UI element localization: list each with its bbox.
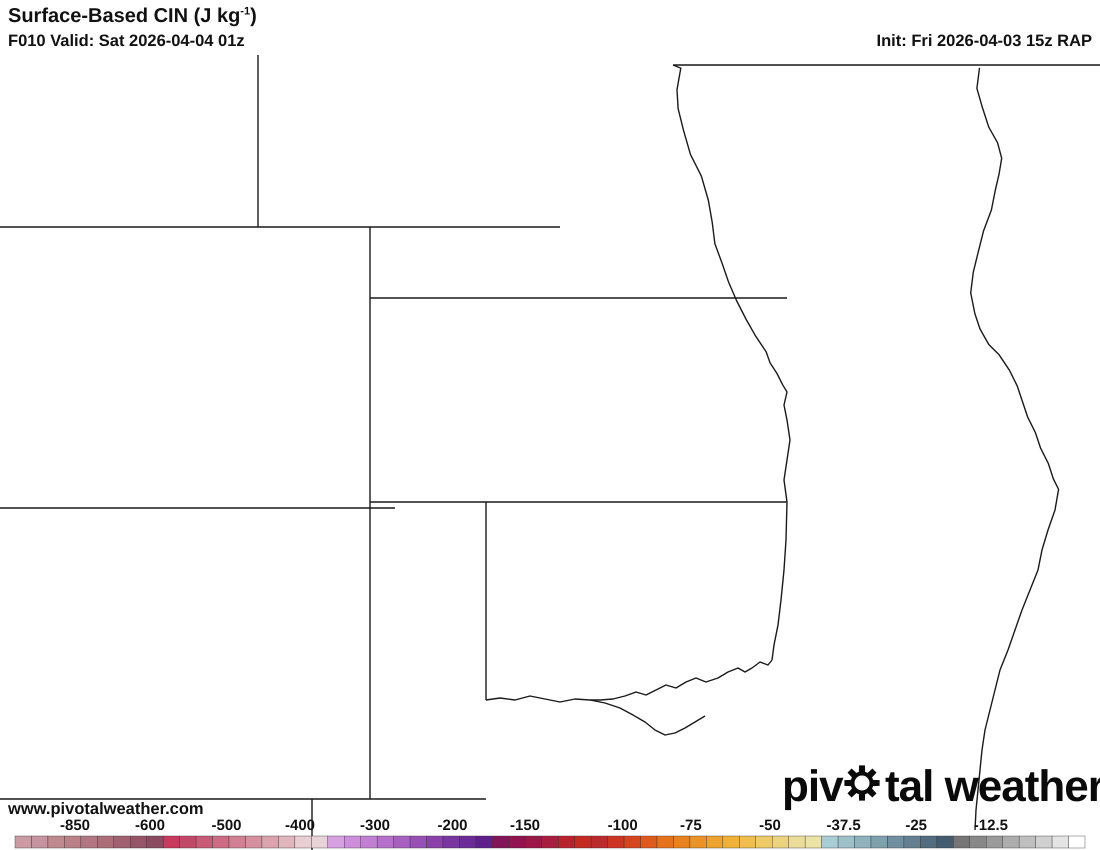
svg-text:-25: -25	[905, 817, 927, 834]
svg-text:-12.5: -12.5	[974, 817, 1008, 834]
svg-text:-75: -75	[680, 817, 702, 834]
svg-text:-500: -500	[211, 817, 241, 834]
svg-text:-200: -200	[437, 817, 467, 834]
svg-text:-300: -300	[360, 817, 390, 834]
svg-text:-600: -600	[135, 817, 165, 834]
svg-text:tal weather: tal weather	[885, 763, 1100, 811]
svg-text:-400: -400	[285, 817, 315, 834]
svg-text:-150: -150	[510, 817, 540, 834]
svg-text:-850: -850	[60, 817, 90, 834]
svg-text:-50: -50	[759, 817, 781, 834]
svg-text:piv: piv	[782, 763, 844, 811]
svg-text:-37.5: -37.5	[826, 817, 860, 834]
svg-text:-100: -100	[608, 817, 638, 834]
